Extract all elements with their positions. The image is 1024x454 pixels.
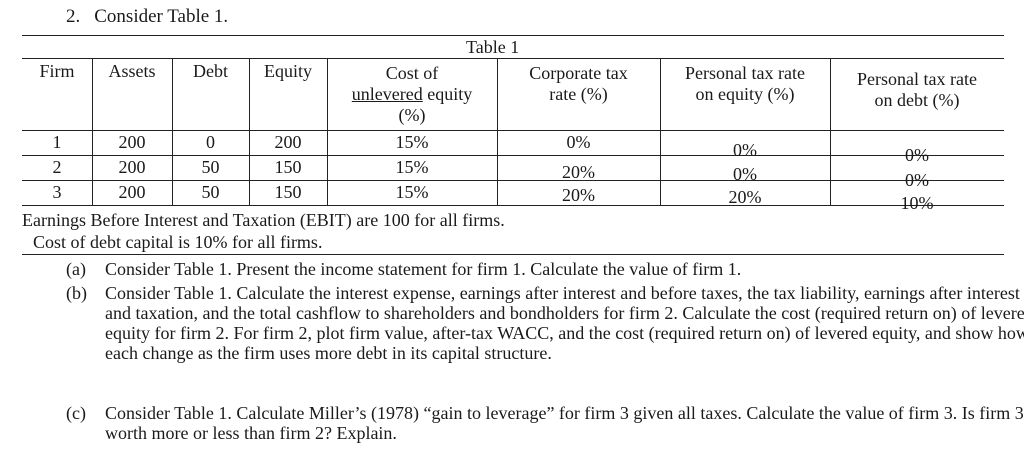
question-title: Consider Table 1. — [94, 6, 229, 27]
table-cell: 15% — [395, 182, 429, 202]
table-bottom-rule — [22, 205, 1004, 206]
table-cell: 200 — [118, 132, 146, 152]
table-cell: 0 — [206, 132, 215, 152]
header-corp-line1: Corporate tax — [529, 63, 628, 83]
header-pers-eq-line2: on equity (%) — [695, 84, 795, 104]
question-number: 2. — [66, 6, 81, 27]
question-b-label: (b) — [66, 283, 87, 303]
table-cell: 1 — [52, 132, 62, 152]
header-cost-line1: Cost of — [385, 63, 439, 83]
table-cell: 150 — [274, 182, 302, 202]
table-cell: 200 — [118, 182, 146, 202]
table-cell: 150 — [274, 157, 302, 177]
table-cell: 15% — [395, 157, 429, 177]
header-cost-unlevered: Cost of unlevered equity (%) — [327, 63, 497, 126]
header-equity: Equity — [264, 61, 312, 81]
table-cell: 20% — [562, 185, 595, 205]
question-a-label: (a) — [66, 259, 86, 279]
question-c-label: (c) — [66, 403, 86, 423]
table-cell: 0% — [905, 145, 929, 165]
question-a-text: Consider Table 1. Present the income sta… — [105, 259, 742, 279]
col-divider — [830, 58, 831, 206]
header-corp-tax: Corporate tax rate (%) — [497, 63, 660, 105]
row-rule — [22, 180, 1004, 181]
header-cost-underlined: unlevered — [351, 84, 423, 104]
table-cell: 0% — [566, 132, 591, 152]
table-cell: 50 — [201, 157, 220, 177]
question-heading: 2. Consider Table 1. — [66, 6, 228, 28]
col-divider — [92, 58, 93, 206]
header-pers-eq-line1: Personal tax rate — [685, 63, 805, 83]
question-c-text: Consider Table 1. Calculate Miller’s (19… — [105, 403, 1024, 443]
col-divider — [172, 58, 173, 206]
ebit-note: Earnings Before Interest and Taxation (E… — [22, 210, 505, 230]
header-firm: Firm — [39, 61, 75, 81]
caption-rule — [22, 58, 1004, 59]
header-pers-debt-line1: Personal tax rate — [857, 69, 977, 89]
header-pers-debt-line2: on debt (%) — [874, 90, 960, 110]
table-cell: 200 — [118, 157, 146, 177]
header-personal-debt: Personal tax rate on debt (%) — [830, 69, 1004, 111]
col-divider — [327, 58, 328, 206]
table-cell: 200 — [274, 132, 302, 152]
table-cell: 15% — [395, 132, 429, 152]
header-cost-equity: equity — [422, 84, 473, 104]
header-corp-line2: rate (%) — [549, 84, 608, 104]
notes-rule — [22, 254, 1004, 255]
col-divider — [249, 58, 250, 206]
table-cell: 20% — [562, 162, 595, 182]
header-debt: Debt — [193, 61, 228, 81]
table-cell: 0% — [733, 140, 757, 160]
table-cell: 3 — [52, 182, 62, 202]
table-top-rule — [22, 35, 1004, 36]
table-cell: 20% — [728, 187, 762, 207]
table-cell: 2 — [52, 157, 62, 177]
table-cell: 0% — [905, 170, 929, 190]
table-caption: Table 1 — [466, 37, 520, 57]
row-rule — [22, 155, 1004, 156]
table-cell: 50 — [201, 182, 220, 202]
col-divider — [660, 58, 661, 206]
table-cell: 10% — [900, 193, 934, 213]
header-assets: Assets — [108, 61, 156, 81]
debt-cost-note: Cost of debt capital is 10% for all firm… — [33, 232, 323, 252]
header-bottom-rule — [22, 130, 1004, 131]
table-cell: 0% — [733, 164, 757, 184]
header-cost-line2: unlevered equity — [327, 84, 497, 105]
header-personal-equity: Personal tax rate on equity (%) — [660, 63, 830, 105]
col-divider — [497, 58, 498, 206]
question-b-text: Consider Table 1. Calculate the interest… — [105, 283, 1024, 363]
header-cost-line3: (%) — [398, 105, 426, 125]
